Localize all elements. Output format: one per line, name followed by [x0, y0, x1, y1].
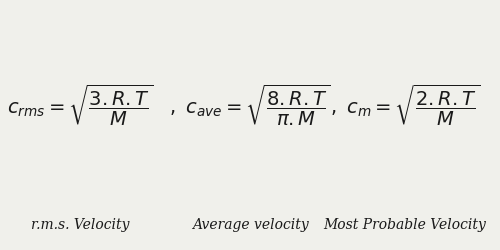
Text: Most Probable Velocity: Most Probable Velocity: [324, 218, 486, 232]
Text: $,\ c_{m} = \sqrt{\dfrac{2.R.T}{M}}$: $,\ c_{m} = \sqrt{\dfrac{2.R.T}{M}}$: [330, 82, 480, 128]
Text: $c_{rms} = \sqrt{\dfrac{3.R.T}{M}}$: $c_{rms} = \sqrt{\dfrac{3.R.T}{M}}$: [6, 82, 154, 128]
Text: $,\ c_{ave} = \sqrt{\dfrac{8.R.T}{\pi.M}}$: $,\ c_{ave} = \sqrt{\dfrac{8.R.T}{\pi.M}…: [169, 82, 331, 128]
Text: Average velocity: Average velocity: [192, 218, 308, 232]
Text: r.m.s. Velocity: r.m.s. Velocity: [31, 218, 129, 232]
